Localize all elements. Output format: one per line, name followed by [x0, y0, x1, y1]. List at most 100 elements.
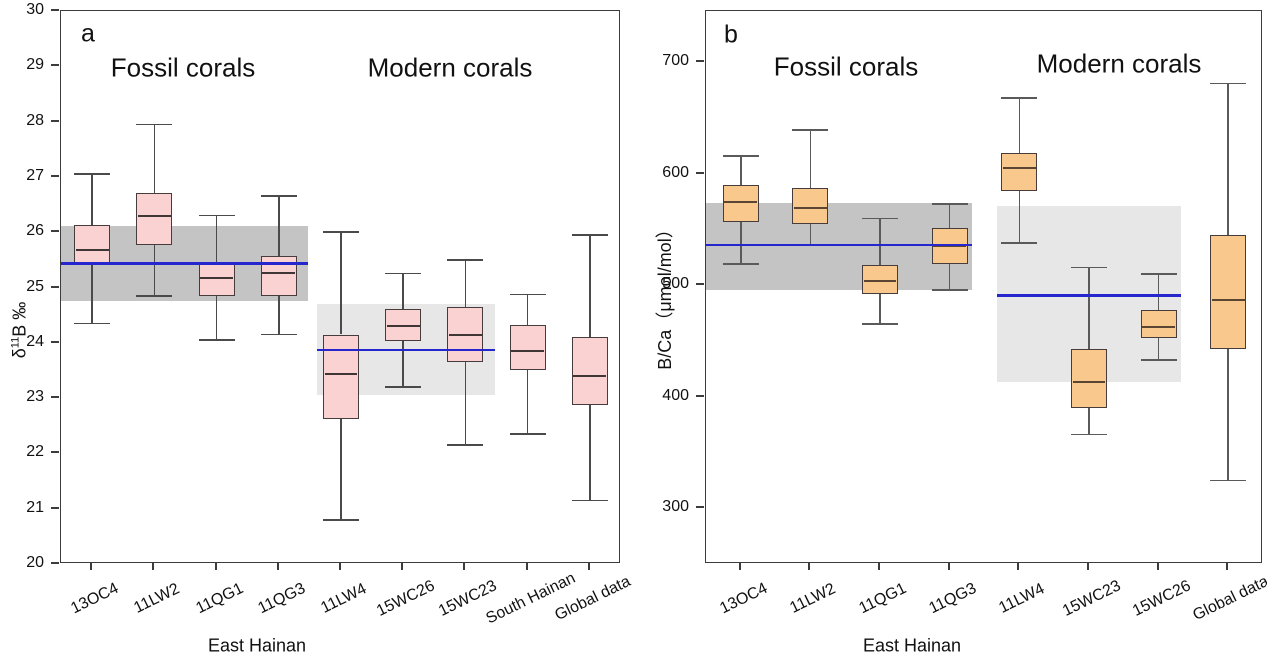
y-tick — [696, 283, 704, 286]
median-line — [200, 277, 233, 280]
y-tick-label: 30 — [26, 1, 44, 18]
x-tick — [276, 563, 279, 570]
x-tick — [1156, 563, 1159, 570]
x-tick — [1226, 563, 1229, 570]
lower-whisker — [1018, 190, 1021, 243]
upper-whisker — [809, 130, 812, 189]
x-tick-label-11lw4: 11LW4 — [318, 580, 370, 617]
median-line — [262, 271, 296, 274]
box-global-data — [1210, 235, 1247, 349]
lower-whisker-cap — [1070, 433, 1107, 436]
upper-whisker-cap — [1001, 97, 1038, 99]
upper-whisker-cap — [722, 155, 759, 157]
plot-area-b — [705, 10, 1262, 563]
y-tick-label: 300 — [662, 498, 689, 516]
plot-area-a — [60, 10, 620, 563]
upper-whisker — [215, 215, 218, 263]
y-axis-title: δ11B ‰ — [9, 301, 30, 359]
lower-whisker-cap — [1210, 479, 1247, 482]
lower-whisker — [809, 223, 812, 246]
box-11qg1 — [862, 265, 899, 295]
lower-whisker-cap — [260, 333, 297, 336]
lower-whisker — [879, 294, 881, 325]
lower-whisker-cap — [385, 386, 422, 388]
lower-whisker — [215, 295, 218, 341]
box-13oc4 — [74, 225, 111, 266]
x-tick-label-15wc26: 15WC26 — [1129, 577, 1194, 620]
box-13oc4 — [722, 184, 759, 222]
y-tick — [51, 396, 59, 399]
upper-whisker — [526, 294, 529, 325]
upper-whisker — [1018, 97, 1021, 153]
lower-whisker — [402, 340, 405, 388]
y-tick — [51, 9, 59, 11]
x-tick — [738, 563, 741, 570]
group-label-fossil-corals: Fossil corals — [773, 51, 919, 82]
x-tick — [214, 563, 217, 570]
upper-whisker — [740, 155, 742, 185]
x-tick — [463, 563, 466, 570]
x-tick-label-global-data: Global data — [1190, 572, 1267, 625]
panel-letter-a: a — [81, 19, 95, 48]
lower-whisker-cap — [1140, 359, 1177, 361]
y-tick — [51, 285, 59, 288]
y-tick-label: 24 — [26, 332, 44, 350]
lower-whisker-cap — [571, 499, 608, 502]
x-tick — [1086, 563, 1089, 570]
x-tick-label-15wc26: 15WC26 — [374, 577, 438, 620]
y-tick-label: 22 — [26, 443, 44, 461]
y-tick-label: 600 — [662, 163, 689, 181]
upper-whisker — [340, 232, 342, 335]
upper-whisker — [1088, 267, 1090, 349]
y-tick — [696, 171, 704, 174]
median-line — [511, 350, 545, 353]
y-tick-label: 29 — [26, 56, 44, 74]
upper-whisker-cap — [323, 231, 359, 233]
lower-whisker-cap — [198, 339, 235, 341]
y-tick — [696, 60, 704, 63]
box-south-hainan — [509, 324, 546, 371]
median-line — [386, 325, 420, 328]
median-line — [449, 333, 482, 336]
y-tick — [51, 119, 59, 122]
y-tick — [51, 64, 59, 67]
y-tick — [51, 451, 59, 454]
lower-whisker — [589, 405, 591, 501]
y-tick — [51, 506, 59, 509]
upper-whisker-cap — [509, 293, 546, 296]
lower-whisker-cap — [323, 518, 359, 521]
upper-whisker-cap — [198, 214, 235, 217]
y-tick — [696, 506, 704, 509]
y-tick — [51, 340, 59, 343]
x-axis-title: East Hainan — [862, 635, 962, 656]
mean-line-fossil — [61, 262, 309, 265]
x-tick-label-11qg1: 11QG1 — [192, 579, 246, 618]
lower-whisker — [153, 244, 156, 296]
mean-line-modern — [997, 294, 1181, 297]
y-tick — [51, 562, 59, 564]
lower-whisker — [1157, 337, 1160, 360]
lower-whisker-cap — [509, 433, 546, 435]
median-line — [724, 200, 758, 203]
x-axis-title: East Hainan — [207, 635, 307, 656]
lower-whisker — [464, 362, 467, 446]
lower-whisker-cap — [447, 444, 484, 446]
x-tick — [152, 563, 155, 570]
y-tick-label: 500 — [662, 275, 689, 293]
median-line — [573, 374, 607, 377]
median-line — [137, 214, 171, 217]
mean-line-modern — [317, 348, 495, 352]
y-tick — [51, 230, 59, 233]
x-tick-label-13oc4: 13OC4 — [717, 579, 771, 618]
lower-whisker — [740, 221, 742, 265]
upper-whisker-cap — [1210, 82, 1247, 85]
x-tick — [401, 563, 404, 570]
upper-whisker — [402, 273, 405, 309]
upper-whisker — [277, 196, 280, 256]
x-tick-label-13oc4: 13OC4 — [68, 579, 122, 618]
lower-whisker — [1227, 348, 1229, 481]
x-tick-label-11qg3: 11QG3 — [255, 579, 308, 618]
upper-whisker-cap — [447, 259, 484, 261]
x-tick — [90, 563, 93, 570]
